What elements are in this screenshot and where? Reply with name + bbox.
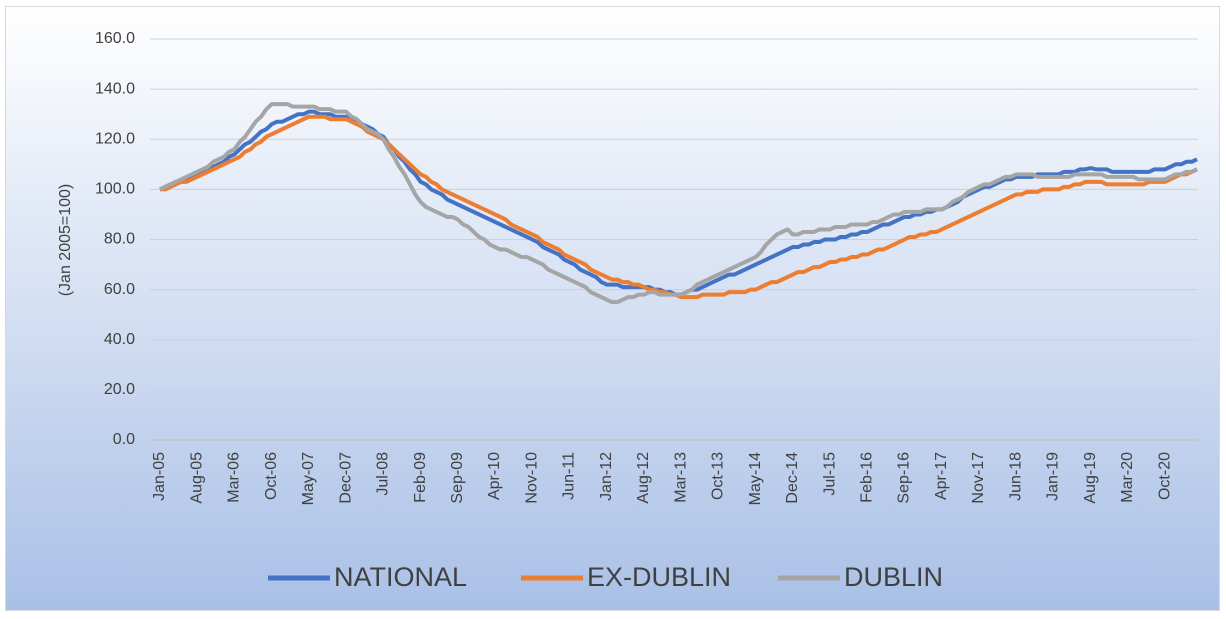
legend-label: DUBLIN [844,562,943,592]
y-tick-label: 140.0 [95,80,135,97]
series-line [159,102,1198,305]
x-tick-label: Jul-15 [821,452,838,496]
y-tick-label: 100.0 [95,181,135,198]
legend-label: EX-DUBLIN [587,562,731,592]
y-axis-label: (Jan 2005=100) [57,184,74,297]
x-tick-label: Oct-13 [710,452,727,500]
x-tick-label: Nov-17 [970,452,987,504]
x-tick-label: Apr-17 [933,452,950,500]
x-tick-label: Oct-06 [263,452,280,500]
x-tick-label: Aug-05 [188,452,205,504]
x-tick-label: Jun-11 [561,452,578,500]
x-tick-label: Jan-05 [151,452,168,501]
y-tick-label: 40.0 [104,331,135,348]
x-tick-label: Jun-18 [1007,452,1024,501]
y-tick-label: 80.0 [104,231,135,248]
x-tick-label: Mar-06 [226,452,243,503]
y-tick-label: 60.0 [104,281,135,298]
x-tick-label: Dec-14 [784,452,801,504]
x-tick-label: Apr-10 [486,452,503,500]
x-tick-label: Aug-12 [635,452,652,504]
x-tick-label: Sep-16 [896,452,913,504]
y-tick-label: 120.0 [95,130,135,147]
x-tick-label: Feb-16 [859,452,876,503]
x-tick-label: May-07 [300,452,317,505]
x-tick-label: Jan-19 [1045,452,1062,501]
x-tick-label: Sep-09 [449,452,466,504]
x-tick-label: May-14 [747,452,764,505]
y-tick-label: 20.0 [104,381,135,398]
y-tick-label: 160.0 [95,30,135,47]
x-tick-label: Feb-09 [412,452,429,503]
x-tick-label: Dec-07 [337,452,354,504]
x-tick-label: Mar-20 [1119,452,1136,503]
y-tick-label: 0.0 [113,431,135,448]
x-tick-label: Aug-19 [1082,452,1099,504]
legend-label: NATIONAL [334,562,467,592]
chart-background [5,6,1220,611]
x-tick-label: Nov-10 [523,452,540,504]
x-tick-label: Mar-13 [672,452,689,503]
x-tick-label: Jan-12 [598,452,615,501]
x-tick-label: Oct-20 [1156,452,1173,500]
x-tick-label: Jul-08 [375,452,392,496]
